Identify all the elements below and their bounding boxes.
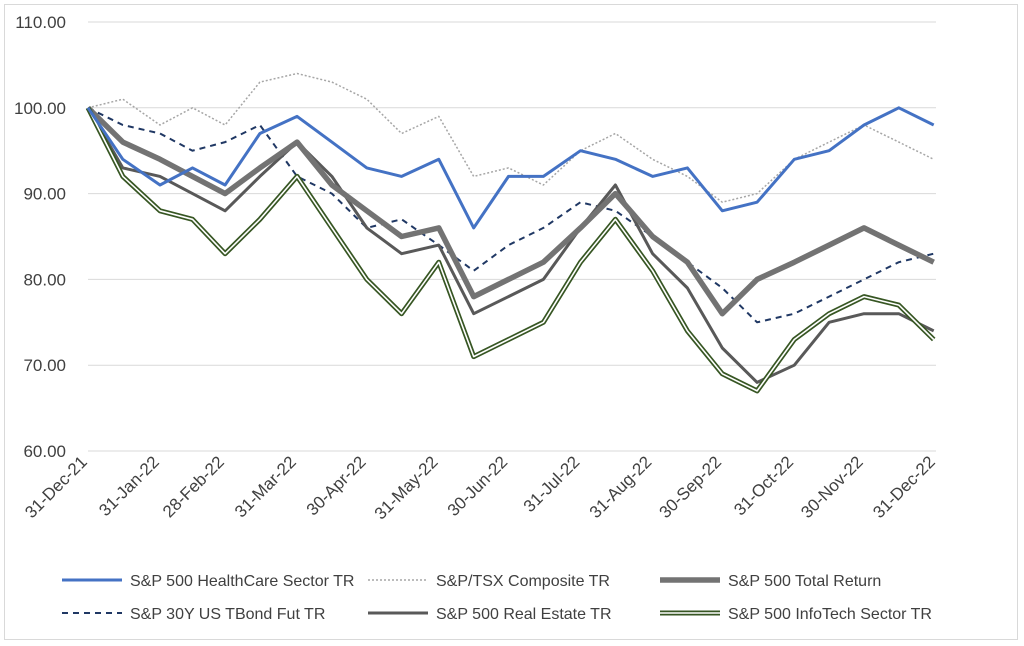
x-tick-label: 31-Aug-22 xyxy=(586,452,656,522)
series-line-s-p-500-total-return xyxy=(86,105,935,317)
legend-label: S&P 30Y US TBond Fut TR xyxy=(130,606,325,623)
legend-item-s-p-500-real-estate-tr: S&P 500 Real Estate TR xyxy=(368,606,612,623)
x-tick-label: 30-Jun-22 xyxy=(444,452,512,520)
x-tick-label: 31-Dec-21 xyxy=(21,452,91,522)
x-tick-label: 31-Dec-22 xyxy=(869,452,939,522)
legend-item-s-p-500-total-return: S&P 500 Total Return xyxy=(660,573,881,590)
x-tick-label: 31-May-22 xyxy=(371,452,442,523)
y-tick-label: 100.00 xyxy=(14,99,66,118)
legend-label: S&P/TSX Composite TR xyxy=(436,573,610,590)
x-tick-label: 31-Oct-22 xyxy=(730,452,797,519)
y-tick-label: 80.00 xyxy=(23,270,66,289)
legend-label: S&P 500 Real Estate TR xyxy=(436,606,612,623)
x-tick-label: 30-Sep-22 xyxy=(656,452,726,522)
y-tick-label: 90.00 xyxy=(23,185,66,204)
series-line-s-p-500-healthcare-sector-tr xyxy=(86,106,935,230)
legend-label: S&P 500 InfoTech Sector TR xyxy=(728,606,932,623)
x-tick-label: 30-Apr-22 xyxy=(303,452,370,519)
y-tick-label: 60.00 xyxy=(23,442,66,461)
y-tick-label: 70.00 xyxy=(23,356,66,375)
legend-item-s-p-500-healthcare-sector-tr: S&P 500 HealthCare Sector TR xyxy=(62,573,354,590)
series-line-s-p-tsx-composite-tr xyxy=(87,72,935,203)
y-axis-ticks: 60.00 70.00 80.00 90.00 100.00 110.00 xyxy=(14,13,66,461)
series-line-s-p-500-real-estate-tr xyxy=(86,107,935,384)
x-tick-label: 31-Mar-22 xyxy=(231,452,300,521)
chart-frame xyxy=(4,4,1018,640)
x-tick-label: 31-Jul-22 xyxy=(520,452,584,516)
gridlines xyxy=(88,21,936,452)
legend-item-s-p-500-infotech-sector-tr: S&P 500 InfoTech Sector TR xyxy=(660,606,932,623)
legend-item-s-p-tsx-composite-tr: S&P/TSX Composite TR xyxy=(368,573,610,590)
legend-label: S&P 500 HealthCare Sector TR xyxy=(130,573,354,590)
legend-label: S&P 500 Total Return xyxy=(728,573,881,590)
series-line-s-p-30y-us-tbond-fut-tr xyxy=(87,106,934,324)
legend: S&P 500 HealthCare Sector TR S&P/TSX Comp… xyxy=(62,573,932,623)
series-lines xyxy=(85,72,936,394)
series-line-inner-s-p-500-infotech-sector-tr xyxy=(87,107,935,392)
x-tick-label: 28-Feb-22 xyxy=(159,452,228,521)
x-tick-label: 30-Nov-22 xyxy=(797,452,867,522)
y-tick-label: 110.00 xyxy=(15,13,66,32)
legend-item-s-p-30y-us-tbond-fut-tr: S&P 30Y US TBond Fut TR xyxy=(62,606,325,623)
x-tick-label: 31-Jan-22 xyxy=(95,452,163,520)
